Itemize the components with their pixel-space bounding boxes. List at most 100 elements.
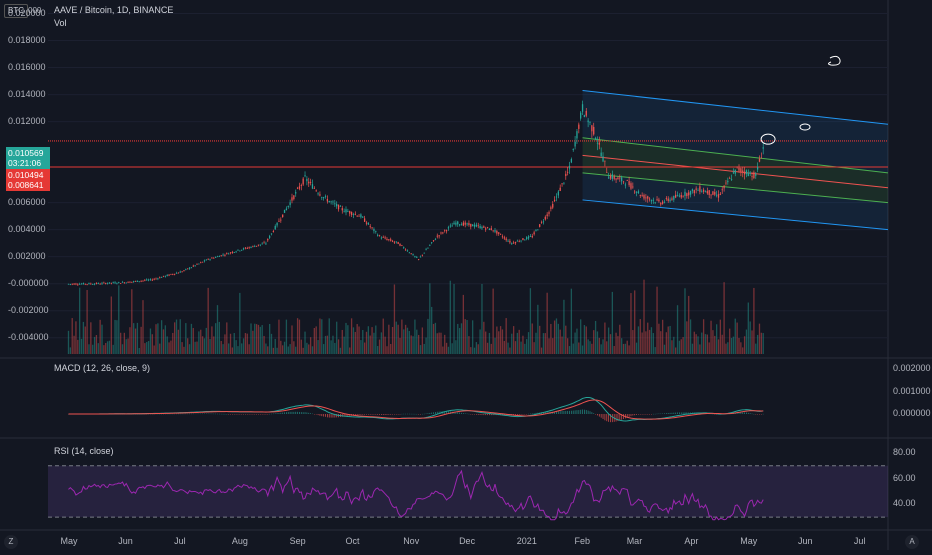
- candle-body: [522, 238, 524, 241]
- candle-body: [239, 250, 241, 252]
- volume-bar: [520, 341, 522, 354]
- time-tick-label: Sep: [289, 536, 306, 546]
- volume-bar: [621, 338, 623, 354]
- volume-bar: [254, 323, 256, 354]
- volume-bar: [630, 293, 632, 354]
- macd-histogram-bar: [598, 414, 600, 417]
- candle-body: [106, 283, 109, 285]
- macd-histogram-bar: [243, 414, 244, 415]
- candle-body: [136, 280, 139, 282]
- volume-bar: [457, 323, 459, 354]
- volume-bar: [105, 343, 107, 354]
- macd-histogram-bar: [759, 414, 760, 415]
- macd-histogram-bar: [569, 410, 570, 414]
- candle-body: [416, 257, 418, 258]
- macd-histogram-bar: [330, 414, 332, 418]
- volume-bar: [753, 287, 755, 354]
- candle-body: [188, 267, 191, 269]
- candle-body: [313, 187, 315, 189]
- candle-body: [747, 172, 749, 177]
- candle-body: [337, 204, 340, 210]
- candle-body: [639, 195, 641, 196]
- macd-histogram-bar: [608, 414, 610, 422]
- macd-histogram-bar: [164, 413, 166, 415]
- macd-histogram-bar: [423, 413, 425, 415]
- volume-bar: [185, 323, 187, 354]
- volume-bar: [710, 320, 712, 354]
- candle-body: [229, 252, 232, 254]
- candle-body: [192, 265, 194, 267]
- macd-histogram-bar: [425, 413, 427, 415]
- volume-bar: [248, 344, 250, 354]
- volume-bar: [470, 347, 472, 354]
- macd-histogram-bar: [345, 414, 347, 417]
- volume-bar: [589, 341, 591, 354]
- candle-body: [399, 243, 401, 246]
- macd-histogram-bar: [353, 414, 354, 416]
- symbol-title[interactable]: AAVE / Bitcoin, 1D, BINANCE: [54, 5, 174, 15]
- volume-bar: [149, 328, 152, 354]
- macd-histogram-bar: [420, 414, 421, 415]
- candle-body: [397, 242, 399, 244]
- volume-bar: [719, 319, 722, 354]
- volume-bar: [196, 341, 198, 354]
- macd-histogram-bar: [559, 411, 561, 414]
- candle-body: [621, 177, 623, 182]
- candle-body: [118, 282, 120, 283]
- candle-body: [97, 282, 99, 284]
- volume-bar: [131, 289, 133, 354]
- candle-body: [740, 168, 742, 172]
- candle-body: [306, 178, 308, 182]
- volume-bar: [129, 327, 131, 354]
- volume-bar: [194, 341, 196, 354]
- candle-body: [725, 182, 727, 184]
- macd-histogram-bar: [231, 414, 233, 415]
- candle-body: [693, 190, 695, 194]
- volume-bar: [231, 347, 234, 354]
- volume-bar: [660, 331, 662, 354]
- candle-body: [349, 211, 351, 214]
- volume-bar: [440, 332, 442, 354]
- candle-body: [544, 216, 546, 220]
- candle-body: [758, 158, 761, 162]
- candle-body: [114, 282, 116, 284]
- volume-bar: [527, 332, 530, 354]
- candle-body: [127, 281, 129, 283]
- candle-body: [617, 177, 619, 180]
- macd-histogram-bar: [272, 413, 274, 415]
- candle-body: [667, 198, 669, 201]
- auto-scale-button[interactable]: A: [905, 535, 919, 549]
- volume-bar: [84, 326, 86, 354]
- candle-body: [410, 253, 412, 255]
- volume-bar: [451, 343, 453, 354]
- candle-body: [462, 222, 464, 226]
- volume-bar: [434, 322, 437, 354]
- candle-body: [377, 234, 379, 236]
- volume-bar: [229, 333, 232, 354]
- volume-bar: [514, 341, 517, 354]
- rsi-title[interactable]: RSI (14, close): [54, 446, 114, 456]
- volume-bar: [488, 332, 491, 354]
- volume-bar: [563, 299, 565, 354]
- macd-histogram-bar: [492, 414, 494, 416]
- volume-bar: [570, 288, 573, 354]
- candle-body: [425, 249, 427, 251]
- candle-body: [293, 195, 295, 200]
- volume-bar: [598, 337, 600, 354]
- macd-histogram-bar: [658, 413, 660, 415]
- macd-histogram-bar: [282, 412, 284, 414]
- volume-bar: [380, 332, 383, 354]
- macd-histogram-bar: [529, 413, 531, 415]
- macd-title[interactable]: MACD (12, 26, close, 9): [54, 363, 151, 373]
- currency-badge[interactable]: BTC: [4, 4, 28, 18]
- candle-body: [738, 167, 740, 171]
- volume-bar: [397, 324, 399, 354]
- volume-bar: [282, 345, 284, 354]
- candle-body: [678, 195, 681, 197]
- candle-body: [663, 201, 666, 203]
- zoom-button[interactable]: Z: [4, 535, 18, 549]
- volume-bar: [302, 347, 304, 354]
- candle-body: [730, 179, 733, 180]
